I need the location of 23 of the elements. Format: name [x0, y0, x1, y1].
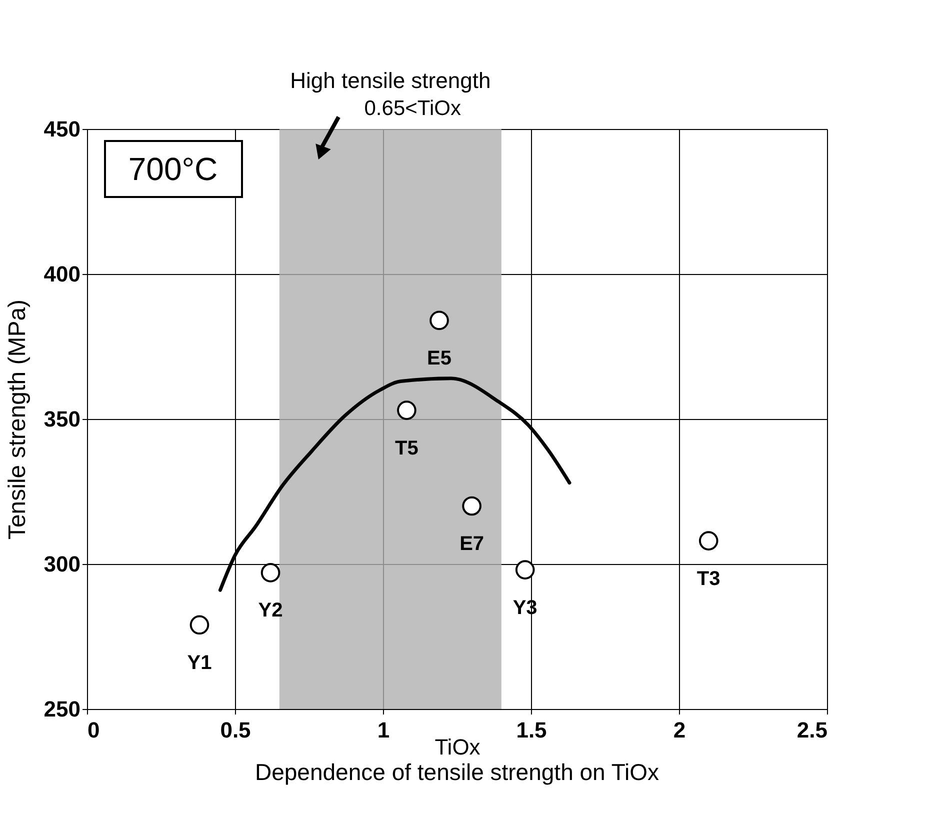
- annotation: E5: [427, 347, 452, 370]
- text: 0.65<TiOx: [364, 97, 462, 120]
- x-tick-label: 2.5: [796, 718, 828, 742]
- annotation: E7: [460, 533, 484, 555]
- y-tick-label: 350: [44, 406, 80, 432]
- annotation: 700°C: [128, 151, 218, 187]
- band-label: High tensile strength: [290, 68, 491, 93]
- y-tick-label: 300: [44, 552, 80, 576]
- y-tick-label: 400: [44, 262, 80, 286]
- x-tick-label: 0: [88, 718, 100, 742]
- y-tick-label: 250: [44, 696, 80, 722]
- x-axis-title: TiOx: [434, 734, 480, 760]
- annotation: T5: [395, 437, 418, 460]
- x-tick-label: 1.5: [516, 718, 547, 742]
- text: Dependence of tensile strength on TiOx: [254, 759, 660, 785]
- x-tick-label: 1: [377, 718, 390, 742]
- x-tick-label: 0.5: [220, 718, 251, 742]
- y-axis-title: Tensile strength (MPa): [4, 299, 31, 540]
- annotation: Y1: [187, 652, 212, 674]
- annotation: T3: [696, 568, 720, 590]
- annotation: Y2: [258, 600, 283, 622]
- x-tick-label: 2: [673, 718, 686, 742]
- y-tick-label: 450: [44, 116, 80, 142]
